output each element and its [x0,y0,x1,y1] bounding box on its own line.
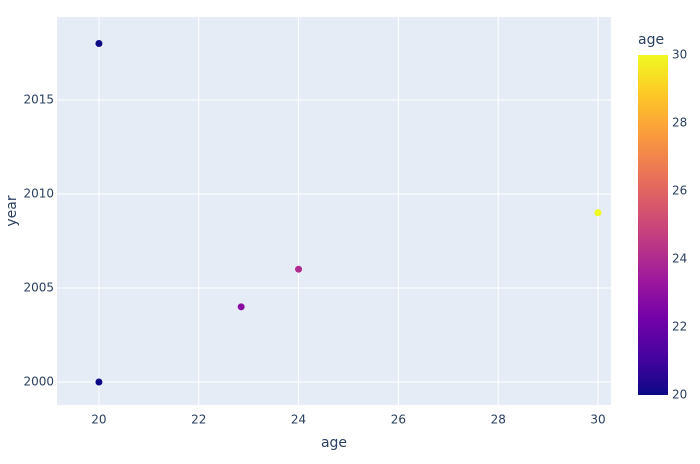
colorbar-tick-label: 26 [672,184,687,198]
y-tick-label: 2005 [23,281,54,295]
colorbar [638,55,668,395]
x-tick-label: 22 [191,413,206,427]
x-tick-label: 28 [491,413,506,427]
point [95,378,103,386]
y-tick-label: 2000 [23,375,54,389]
colorbar-tick-label: 28 [672,116,687,130]
point [594,209,602,217]
y-axis-title: year [4,195,20,226]
x-tick-label: 20 [91,413,106,427]
y-tick-label: 2015 [23,92,54,106]
x-tick-label: 24 [291,413,306,427]
point [237,303,245,311]
colorbar-title: age [638,32,664,48]
x-axis-title: age [321,435,347,451]
plot-area [57,17,611,405]
point [295,265,303,273]
colorbar-tick-label: 22 [672,320,687,334]
x-tick-label: 30 [590,413,605,427]
colorbar-tick-label: 24 [672,252,687,266]
colorbar-tick-label: 30 [672,48,687,62]
x-tick-label: 26 [391,413,406,427]
colorbar-tick-label: 20 [672,388,687,402]
y-tick-label: 2010 [23,186,54,200]
point [95,40,103,48]
